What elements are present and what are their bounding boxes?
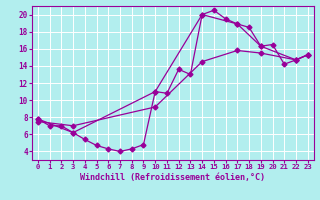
- X-axis label: Windchill (Refroidissement éolien,°C): Windchill (Refroidissement éolien,°C): [80, 173, 265, 182]
